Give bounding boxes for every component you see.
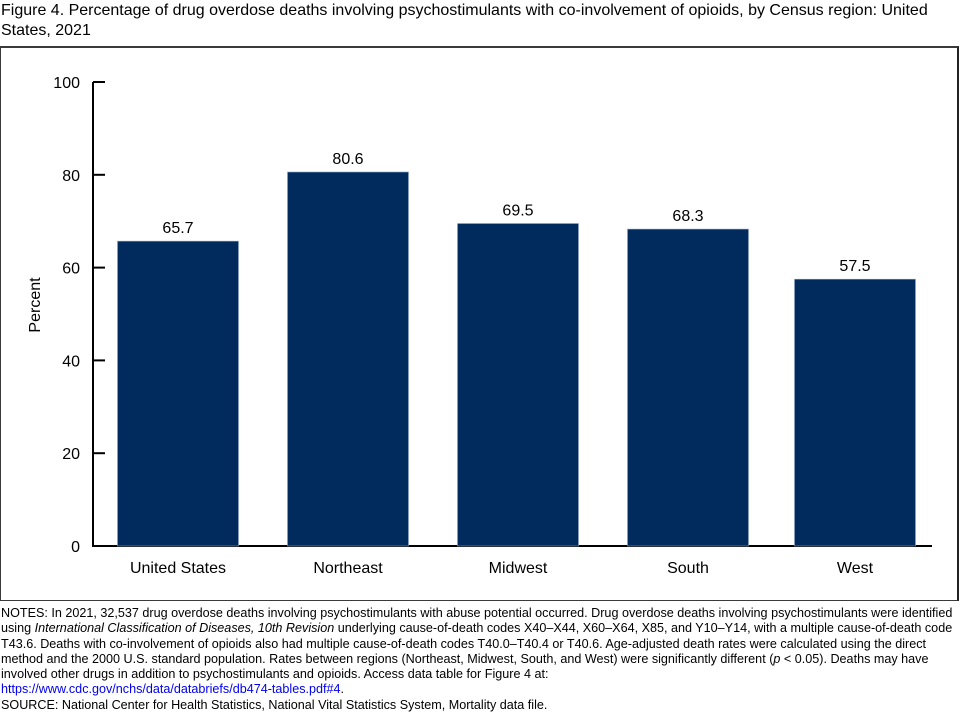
link-suffix: . [340,682,345,697]
notes-text-2: underlying cause-of-death codes X40–X44,… [1,621,953,666]
y-tick-label: 60 [62,261,80,278]
notes-text-3: < 0.05). Deaths may have involved other … [1,651,929,682]
y-tick-label: 20 [62,446,80,463]
value-labels: 65.7 80.6 69.5 68.3 57.5 [162,151,870,275]
y-tick-label: 100 [53,75,80,92]
bar-value-label: 57.5 [839,258,870,275]
category-label: United States [130,560,226,577]
bar [794,278,916,547]
notes: NOTES: In 2021, 32,537 drug overdose dea… [1,606,957,713]
bar [627,228,749,547]
chart-frame [0,46,959,601]
bars [117,171,916,547]
bar-value-label: 69.5 [502,203,533,220]
bar-value-label: 65.7 [162,220,193,237]
bar-value-label: 80.6 [332,151,363,168]
notes-italic-p: p [773,651,781,666]
y-tick-label: 0 [71,539,80,556]
notes-text-1: NOTES: In 2021, 32,537 drug overdose dea… [1,606,953,636]
y-tick-label: 40 [62,353,80,370]
bar [117,240,239,547]
source-text: SOURCE: National Center for Health Stati… [1,697,548,712]
notes-italic-icd: International Classification of Diseases… [34,621,335,636]
y-tick-label: 80 [62,168,80,185]
category-label: Midwest [489,560,548,577]
category-label: West [837,560,874,577]
bar [287,171,409,547]
y-axis-title: Percent [27,277,44,333]
bar [457,223,579,547]
data-table-link[interactable]: https://www.cdc.gov/nchs/data/databriefs… [1,682,341,697]
x-axis-labels: United States Northeast Midwest South West [130,560,874,577]
category-label: South [667,560,709,577]
category-label: Northeast [313,560,383,577]
bar-value-label: 68.3 [672,208,703,225]
bar-chart: 0 20 40 60 80 100 65.7 80.6 69.5 68.3 57.5 United… [27,75,932,577]
figure-title: Figure 4. Percentage of drug overdose de… [1,2,928,39]
